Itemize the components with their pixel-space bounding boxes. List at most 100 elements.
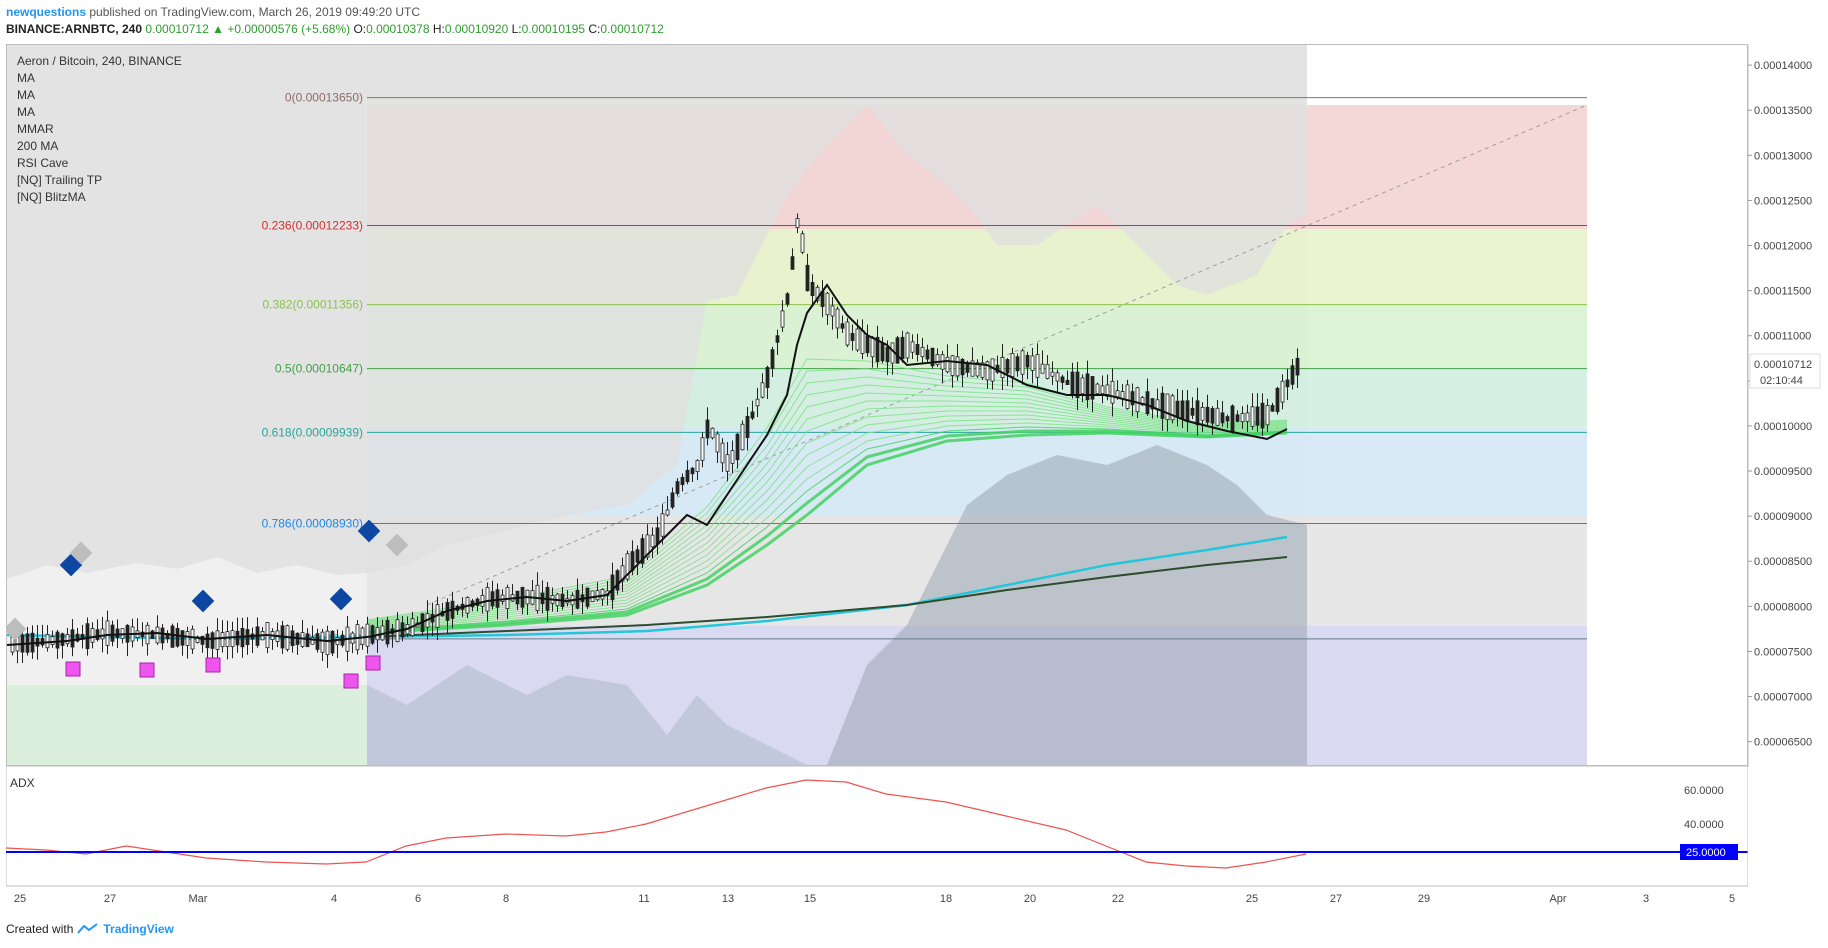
candle-body[interactable] bbox=[980, 362, 985, 378]
candle-body[interactable] bbox=[645, 534, 650, 558]
candle-body[interactable] bbox=[65, 634, 70, 645]
candle-body[interactable] bbox=[1200, 406, 1205, 421]
candle-body[interactable] bbox=[670, 492, 675, 508]
candle-body[interactable] bbox=[360, 627, 365, 645]
candle-body[interactable] bbox=[760, 382, 765, 398]
candle-body[interactable] bbox=[815, 286, 820, 302]
candle-body[interactable] bbox=[305, 633, 310, 648]
candle-body[interactable] bbox=[655, 527, 660, 545]
candle-body[interactable] bbox=[95, 629, 100, 640]
candle-body[interactable] bbox=[795, 218, 800, 228]
candle-body[interactable] bbox=[1030, 355, 1035, 371]
candle-body[interactable] bbox=[945, 356, 950, 373]
candle-body[interactable] bbox=[335, 637, 340, 646]
candle-body[interactable] bbox=[1005, 359, 1010, 374]
candle-body[interactable] bbox=[725, 454, 730, 472]
candle-body[interactable] bbox=[1180, 400, 1185, 420]
chart-area[interactable]: 0(0.00013650) 0.236(0.00012233) 0.382(0.00… bbox=[6, 44, 1749, 767]
candle-body[interactable] bbox=[1195, 400, 1200, 426]
candle-body[interactable] bbox=[1175, 400, 1180, 417]
candle-body[interactable] bbox=[595, 590, 600, 601]
candle-body[interactable] bbox=[740, 423, 745, 451]
candle-body[interactable] bbox=[600, 589, 605, 600]
candle-body[interactable] bbox=[805, 264, 810, 292]
author-name[interactable]: newquestions bbox=[6, 5, 87, 19]
candle-body[interactable] bbox=[1095, 383, 1100, 394]
candle-body[interactable] bbox=[1295, 357, 1300, 376]
candle-body[interactable] bbox=[215, 630, 220, 650]
candle-body[interactable] bbox=[60, 633, 65, 646]
candle-body[interactable] bbox=[1035, 354, 1040, 378]
candle-body[interactable] bbox=[1290, 365, 1295, 385]
candle-body[interactable] bbox=[230, 630, 235, 647]
candle-body[interactable] bbox=[650, 534, 655, 548]
candle-body[interactable] bbox=[1170, 395, 1175, 421]
candle-body[interactable] bbox=[785, 293, 790, 305]
candle-body[interactable] bbox=[45, 634, 50, 649]
candle-body[interactable] bbox=[1245, 412, 1250, 422]
candle-body[interactable] bbox=[690, 467, 695, 475]
candle-body[interactable] bbox=[950, 355, 955, 376]
candle-body[interactable] bbox=[960, 358, 965, 376]
candle-body[interactable] bbox=[210, 632, 215, 649]
candle-body[interactable] bbox=[915, 344, 920, 355]
candle-body[interactable] bbox=[1235, 414, 1240, 422]
adx-indicator-label[interactable]: ADX bbox=[10, 776, 35, 790]
candle-body[interactable] bbox=[730, 450, 735, 464]
candle-body[interactable] bbox=[775, 335, 780, 343]
candle-body[interactable] bbox=[1160, 392, 1165, 419]
candle-body[interactable] bbox=[660, 513, 665, 537]
candle-body[interactable] bbox=[875, 336, 880, 363]
candle-body[interactable] bbox=[200, 635, 205, 645]
candle-body[interactable] bbox=[480, 594, 485, 607]
candle-body[interactable] bbox=[790, 256, 795, 270]
candle-body[interactable] bbox=[1075, 371, 1080, 398]
candle-body[interactable] bbox=[780, 310, 785, 328]
candle-body[interactable] bbox=[665, 509, 670, 516]
candle-body[interactable] bbox=[330, 630, 335, 654]
candle-body[interactable] bbox=[635, 549, 640, 563]
candle-body[interactable] bbox=[1225, 416, 1230, 422]
candle-body[interactable] bbox=[485, 587, 490, 612]
candle-body[interactable] bbox=[1265, 405, 1270, 426]
candle-body[interactable] bbox=[1010, 353, 1015, 377]
candle-body[interactable] bbox=[110, 624, 115, 642]
candle-body[interactable] bbox=[1055, 372, 1060, 382]
candle-body[interactable] bbox=[1270, 405, 1275, 412]
candle-body[interactable] bbox=[835, 308, 840, 329]
trend-dashed-line[interactable] bbox=[426, 104, 1588, 606]
candle-body[interactable] bbox=[1205, 406, 1210, 423]
candle-body[interactable] bbox=[155, 626, 160, 644]
candle-body[interactable] bbox=[495, 589, 500, 608]
candle-body[interactable] bbox=[675, 481, 680, 494]
candle-body[interactable] bbox=[105, 620, 110, 646]
candle-body[interactable] bbox=[1220, 412, 1225, 424]
candle-body[interactable] bbox=[855, 328, 860, 351]
candle-body[interactable] bbox=[620, 565, 625, 582]
candle-body[interactable] bbox=[850, 333, 855, 341]
candle-body[interactable] bbox=[490, 591, 495, 607]
candle-body[interactable] bbox=[185, 631, 190, 646]
candle-body[interactable] bbox=[640, 538, 645, 564]
time-axis[interactable]: 25 27 Mar 4 6 8 11 13 15 18 20 22 25 27 29 Apr 3 5 bbox=[6, 886, 1748, 910]
candle-body[interactable] bbox=[115, 628, 120, 639]
candle-body[interactable] bbox=[315, 633, 320, 650]
candle-body[interactable] bbox=[910, 341, 915, 353]
candle-body[interactable] bbox=[375, 627, 380, 641]
candle-body[interactable] bbox=[90, 628, 95, 643]
candle-body[interactable] bbox=[1040, 363, 1045, 374]
candle-body[interactable] bbox=[955, 356, 960, 377]
candle-body[interactable] bbox=[905, 332, 910, 359]
candle-body[interactable] bbox=[1165, 393, 1170, 420]
legend-title[interactable]: Aeron / Bitcoin, 240, BINANCE bbox=[17, 54, 182, 68]
legend-indicator[interactable]: [NQ] BlitzMA bbox=[17, 190, 86, 204]
candle-body[interactable] bbox=[1215, 407, 1220, 426]
candle-body[interactable] bbox=[195, 636, 200, 643]
candle-body[interactable] bbox=[365, 623, 370, 647]
candle-body[interactable] bbox=[1065, 379, 1070, 385]
candle-body[interactable] bbox=[825, 292, 830, 316]
candle-body[interactable] bbox=[990, 358, 995, 382]
candle-body[interactable] bbox=[55, 631, 60, 649]
candle-body[interactable] bbox=[1085, 373, 1090, 401]
legend-indicator[interactable]: MA bbox=[17, 88, 35, 102]
